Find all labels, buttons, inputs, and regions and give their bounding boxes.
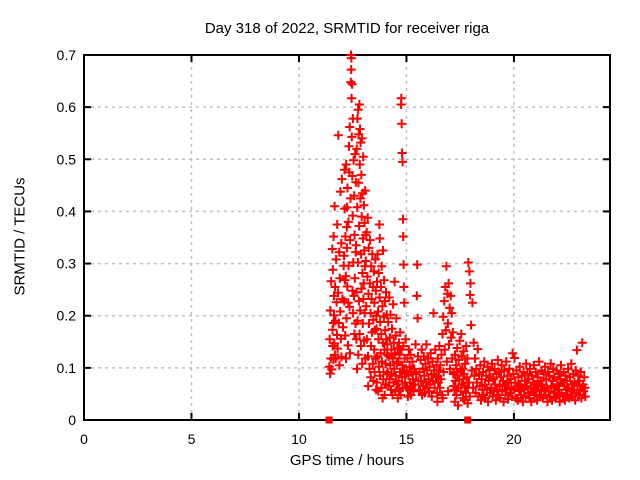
y-tick-label: 0.6 — [57, 99, 77, 115]
y-tick-label: 0 — [68, 412, 76, 428]
event-marker-square — [325, 416, 333, 424]
y-tick-label: 0.2 — [57, 308, 77, 324]
data-points — [324, 50, 590, 410]
x-axis-label: GPS time / hours — [289, 452, 405, 469]
chart-title: Day 318 of 2022, SRMTID for receiver rig… — [204, 20, 490, 37]
x-tick-label: 0 — [80, 431, 88, 447]
event-marker-square — [464, 416, 472, 424]
y-tick-label: 0.3 — [57, 256, 77, 272]
y-tick-label: 0.7 — [57, 47, 77, 63]
x-tick-label: 10 — [291, 431, 307, 447]
x-tick-label: 20 — [506, 431, 522, 447]
y-tick-label: 0.5 — [57, 151, 77, 167]
y-tick-label: 0.1 — [57, 360, 77, 376]
y-tick-label: 0.4 — [57, 203, 77, 219]
x-tick-label: 15 — [399, 431, 415, 447]
x-tick-label: 5 — [188, 431, 196, 447]
